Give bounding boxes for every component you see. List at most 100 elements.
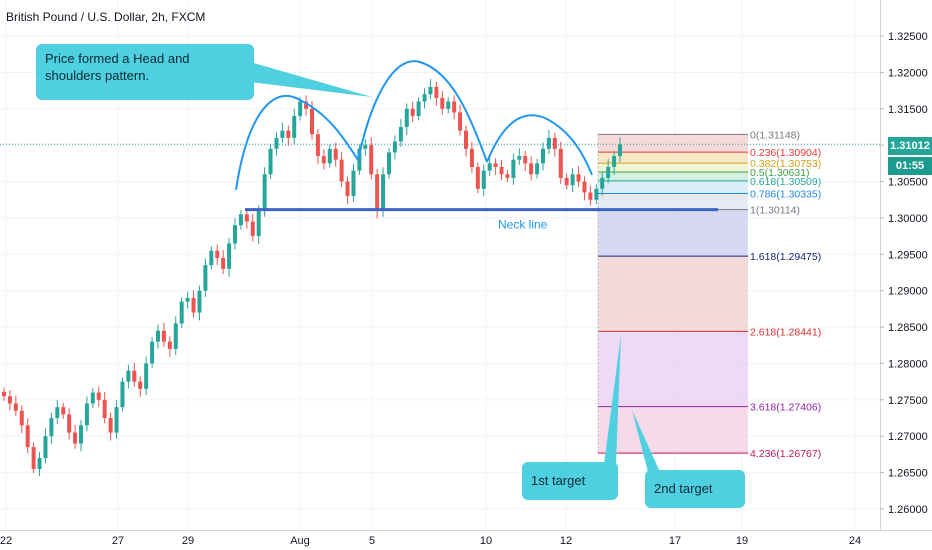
last-price-tag: 1.31012 xyxy=(888,137,932,155)
candle-body xyxy=(268,148,273,175)
candle-body xyxy=(576,174,581,182)
fib-zone-1.618-2.618 xyxy=(598,256,748,332)
candle-body xyxy=(363,145,368,149)
candle-body xyxy=(606,166,611,178)
head-arc xyxy=(357,60,488,163)
candle-body xyxy=(529,163,534,175)
candle-body xyxy=(446,101,451,109)
candle-body xyxy=(250,221,255,237)
candle-body xyxy=(541,148,545,164)
candle-body xyxy=(369,145,374,175)
candle-body xyxy=(185,297,190,302)
candle-body xyxy=(546,137,551,149)
pattern-callout-pointer xyxy=(250,62,372,97)
price-tick-label: 1.32000 xyxy=(888,67,928,79)
candle-body xyxy=(126,370,131,382)
price-tick-label: 1.28500 xyxy=(888,322,928,334)
fib-zone-1-1.618 xyxy=(598,209,748,257)
candle-body xyxy=(387,152,391,175)
price-tick-label: 1.27500 xyxy=(888,395,928,407)
candle-body xyxy=(315,134,320,157)
candle-body xyxy=(67,414,72,433)
candle-body xyxy=(523,156,528,164)
candle-body xyxy=(280,130,285,138)
candle-body xyxy=(274,137,279,149)
candle-body xyxy=(535,163,540,175)
candle-body xyxy=(132,370,137,382)
fib-zone-0.786-1 xyxy=(598,193,748,210)
target2-callout-text: 2nd target xyxy=(654,481,713,496)
candle-body xyxy=(327,148,332,164)
price-tick-label: 1.31500 xyxy=(888,104,928,116)
target2-callout: 2nd target xyxy=(645,470,745,508)
candle-body xyxy=(197,290,202,313)
time-tick-label: 17 xyxy=(669,535,681,547)
candle-body xyxy=(351,170,356,197)
candle-body xyxy=(31,447,36,469)
fib-zone-0.382-0.5 xyxy=(598,163,748,173)
time-tick-label: 10 xyxy=(480,535,492,547)
candle-body xyxy=(221,257,226,269)
candle-body xyxy=(238,214,243,226)
fib-label-0.786: 0.786(1.30335) xyxy=(750,189,821,201)
candle-body xyxy=(298,101,303,117)
fib-label-0.618: 0.618(1.30509) xyxy=(750,176,821,188)
candle-body xyxy=(464,130,468,149)
pattern-callout: Price formed a Head and shoulders patter… xyxy=(36,44,254,100)
candle-body xyxy=(84,403,89,426)
price-tick-label: 1.30500 xyxy=(888,177,928,189)
time-tick-label: 12 xyxy=(560,535,572,547)
fib-zone-0.236-0.382 xyxy=(598,152,748,164)
candle-body xyxy=(612,156,617,167)
candle-body xyxy=(511,159,516,178)
candle-body xyxy=(114,407,119,433)
right-shoulder-arc xyxy=(486,114,593,176)
candle-body xyxy=(410,108,415,117)
fib-label-2.618: 2.618(1.28441) xyxy=(750,326,821,338)
candle-body xyxy=(357,148,362,171)
candle-body xyxy=(493,163,498,167)
time-tick-label: 27 xyxy=(112,535,124,547)
time-tick-label: Aug xyxy=(290,535,310,547)
price-tick-label: 1.29000 xyxy=(888,286,928,298)
candle-body xyxy=(398,126,403,142)
price-tick-label: 1.26000 xyxy=(888,504,928,516)
candle-body xyxy=(422,94,427,102)
candle-body xyxy=(292,116,297,138)
candle-body xyxy=(594,188,599,200)
time-tick-label: 22 xyxy=(0,535,12,547)
fib-label-3.618: 3.618(1.27406) xyxy=(750,402,821,414)
target1-callout: 1st target xyxy=(522,462,618,500)
candle-body xyxy=(262,174,267,211)
candle-body xyxy=(61,407,66,415)
candle-body xyxy=(96,392,101,400)
candle-body xyxy=(167,341,172,349)
candle-body xyxy=(233,225,237,244)
candle-body xyxy=(161,330,166,342)
candle-body xyxy=(108,418,113,433)
fib-label-0.236: 0.236(1.30904) xyxy=(750,147,821,159)
fib-label-0: 0(1.31148) xyxy=(750,129,800,141)
candle-body xyxy=(404,108,409,127)
candle-body xyxy=(90,392,95,404)
time-tick-label: 19 xyxy=(736,535,748,547)
fib-label-0.382: 0.382(1.30753) xyxy=(750,158,821,170)
candle-body xyxy=(345,181,350,197)
price-tick-label: 1.29500 xyxy=(888,249,928,261)
candle-body xyxy=(434,86,439,98)
fib-zone-2.618-3.618 xyxy=(598,331,748,407)
countdown-tag: 01:55 xyxy=(888,157,932,175)
candle-body xyxy=(150,341,155,364)
price-tick-label: 1.32500 xyxy=(888,31,928,43)
price-tick-label: 1.27000 xyxy=(888,431,928,443)
target1-callout-text: 1st target xyxy=(531,473,586,488)
price-tick-label: 1.26500 xyxy=(888,468,928,480)
candle-body xyxy=(7,396,12,404)
candle-body xyxy=(552,137,557,149)
candle-body xyxy=(392,141,397,153)
fib-zone-0-0.236 xyxy=(598,134,748,153)
candle-body xyxy=(582,181,587,193)
candle-body xyxy=(600,177,605,189)
